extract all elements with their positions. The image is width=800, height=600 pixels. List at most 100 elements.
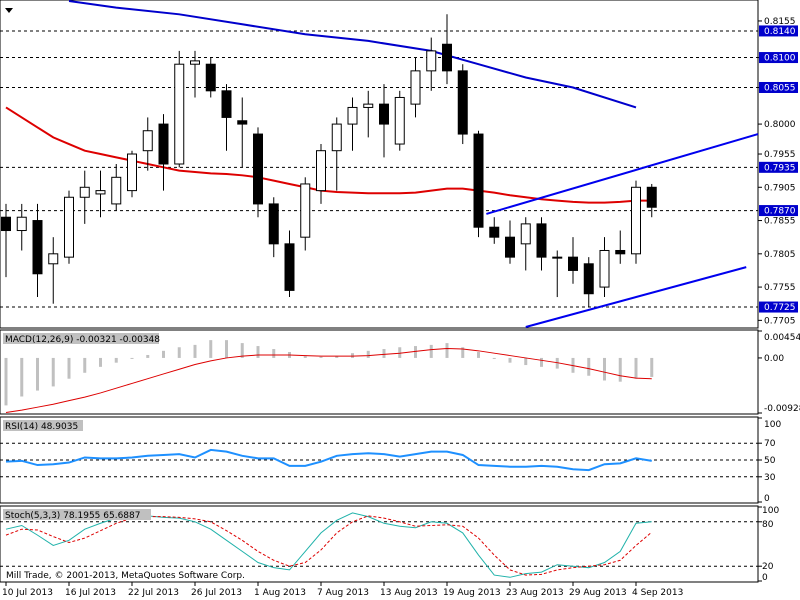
price-axis: 0.8155 0.8100 0.8055 0.8000 0.7955 0.7905 0.78… [758, 17, 798, 326]
macd-bar [382, 349, 386, 358]
candle[interactable] [568, 237, 578, 284]
candle[interactable] [489, 217, 500, 244]
candle[interactable] [32, 203, 43, 298]
candle-body [190, 60, 200, 65]
macd-label: MACD(12,26,9) -0.00321 -0.00348 [5, 335, 160, 345]
candle[interactable] [347, 97, 358, 151]
candle-body [316, 150, 326, 192]
chart-menu-triangle-icon[interactable] [5, 8, 13, 13]
copyright-text: Mill Trade, © 2001-2013, MetaQuotes Soft… [6, 571, 245, 581]
trendline-upper[interactable] [486, 133, 759, 215]
candle[interactable] [174, 50, 185, 168]
time-tick-label: 19 Aug 2013 [443, 588, 501, 598]
candle[interactable] [363, 90, 374, 138]
macd-bar [319, 356, 323, 358]
candle[interactable] [237, 97, 248, 168]
candle[interactable] [64, 190, 74, 264]
candle[interactable] [426, 37, 437, 91]
rsi-axis: 100 70 50 30 0 [758, 417, 781, 504]
candle[interactable] [583, 257, 594, 308]
macd-bar [114, 357, 118, 363]
candle-body [646, 186, 657, 208]
candle-body [300, 183, 311, 238]
candle-body [142, 130, 153, 152]
candle[interactable] [473, 130, 484, 238]
candle[interactable] [253, 127, 263, 218]
candle-body [127, 153, 137, 192]
candle[interactable] [111, 164, 122, 211]
candle-body [631, 186, 641, 255]
time-tick-label: 7 Aug 2013 [317, 588, 369, 598]
candle[interactable] [410, 57, 421, 118]
candle-body [489, 226, 500, 238]
candle[interactable] [48, 237, 59, 304]
price-tick-label: 0.8155 [764, 17, 796, 27]
macd-bar [256, 346, 260, 358]
candle[interactable] [599, 237, 610, 298]
candle[interactable] [142, 117, 153, 171]
rsi-label: RSI(14) 48.9035 [5, 422, 78, 432]
candle[interactable] [205, 57, 216, 98]
price-panel[interactable] [0, 0, 759, 329]
candle[interactable] [394, 90, 405, 151]
rsi-panel[interactable]: RSI(14) 48.9035 [0, 416, 759, 504]
candle[interactable] [331, 117, 342, 191]
candle[interactable] [221, 84, 232, 151]
macd-bar [603, 357, 606, 381]
candle[interactable] [457, 64, 468, 145]
candle[interactable] [284, 230, 295, 298]
macd-panel[interactable]: MACD(12,26,9) -0.00321 -0.00348 [0, 329, 759, 415]
trend-channel-lines[interactable] [486, 133, 759, 328]
macd-bar [83, 357, 87, 373]
candle[interactable] [379, 84, 389, 158]
time-axis: 10 Jul 2013 16 Jul 2013 22 Jul 2013 26 Jul … [2, 582, 683, 598]
candle[interactable] [158, 114, 169, 191]
price-level-tag-label: 0.8100 [764, 54, 796, 64]
candles[interactable] [1, 14, 657, 308]
candle[interactable] [505, 220, 515, 264]
candle[interactable] [646, 183, 657, 218]
stochastic-tick-label: 80 [762, 520, 774, 530]
candle[interactable] [16, 203, 27, 251]
time-tick-label: 16 Jul 2013 [65, 588, 116, 598]
rsi-tick-label: 0 [764, 494, 770, 504]
candle[interactable] [316, 144, 326, 204]
macd-bar [177, 347, 181, 358]
candle[interactable] [615, 230, 626, 264]
price-level-tag-label: 0.7725 [764, 303, 796, 313]
stochastic-panel[interactable]: Stoch(5,3,3) 78.1955 65.6887 Mill Trade,… [0, 505, 759, 583]
candle[interactable] [442, 14, 452, 85]
candle[interactable] [95, 170, 106, 218]
macd-bar [429, 344, 433, 358]
price-level-tag-bg [759, 52, 798, 64]
candle[interactable] [536, 217, 547, 271]
candle[interactable] [190, 50, 200, 98]
candle-body [1, 216, 11, 232]
macd-bar [36, 357, 39, 391]
candle-body [95, 190, 106, 195]
price-level-tag-label: 0.8055 [764, 83, 796, 93]
price-level-tag: 0.7870 [759, 205, 798, 217]
candle[interactable] [631, 180, 641, 264]
time-tick-label: 22 Jul 2013 [128, 588, 179, 598]
candle[interactable] [552, 250, 563, 298]
candle-body [205, 63, 216, 92]
candle[interactable] [127, 150, 137, 198]
stochastic-axis: 100 80 200 [758, 506, 779, 583]
candle[interactable] [1, 203, 11, 278]
trendline-lower[interactable] [525, 266, 747, 328]
candle-body [552, 256, 563, 259]
candle[interactable] [520, 217, 531, 271]
macd-bar [303, 356, 307, 358]
moving-average-blue [68, 0, 637, 109]
rsi-label-bg [3, 420, 83, 431]
candle[interactable] [268, 197, 279, 258]
candle-body [268, 203, 279, 245]
price-tick-label: 0.8000 [764, 120, 796, 130]
candle[interactable] [79, 170, 90, 224]
macd-bar [650, 357, 654, 377]
candle[interactable] [300, 177, 311, 251]
rsi-tick-label: 100 [764, 420, 781, 430]
time-tick-label: 4 Sep 2013 [632, 588, 683, 598]
